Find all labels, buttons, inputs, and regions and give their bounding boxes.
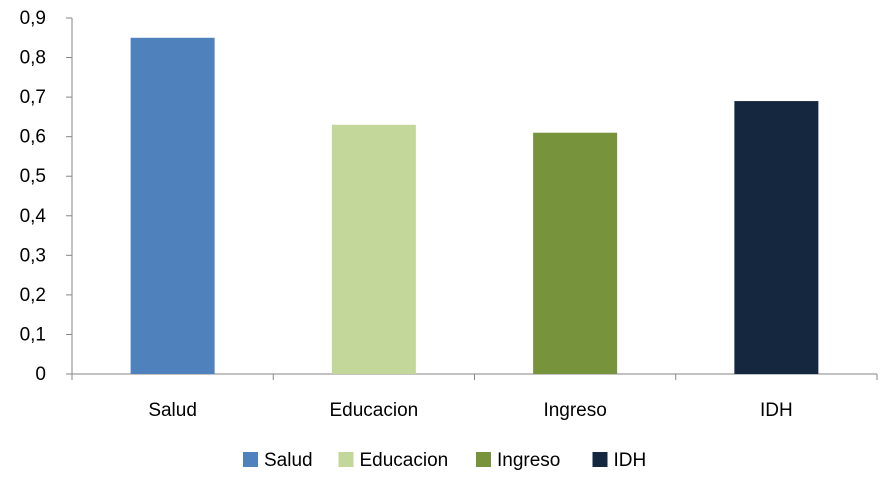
legend-swatch-idh [592, 452, 608, 467]
bar-salud [130, 37, 215, 375]
chart-bars [130, 37, 819, 375]
x-category-label: Educacion [330, 400, 419, 421]
y-tick-label: 0,5 [20, 166, 46, 187]
legend-label: Salud [264, 450, 313, 471]
chart-legend: Salud Educacion Ingreso IDH [243, 450, 646, 471]
y-tick-label: 0 [35, 364, 46, 385]
bar-idh [734, 101, 819, 375]
x-category-label: IDH [760, 400, 793, 421]
y-tick-label: 0,1 [20, 324, 46, 345]
legend-label: Ingreso [497, 450, 560, 471]
x-category-label: Salud [148, 400, 197, 421]
y-tick-label: 0,2 [20, 285, 46, 306]
bar-ingreso [533, 132, 618, 374]
bar-educacion [331, 124, 416, 374]
legend-swatch-ingreso [476, 452, 491, 467]
y-tick-label: 0,8 [20, 48, 46, 69]
x-axis-ticks: Salud Educacion Ingreso IDH [71, 374, 878, 421]
y-tick-label: 0,3 [20, 245, 46, 266]
legend-swatch-salud [243, 452, 258, 467]
x-category-label: Ingreso [543, 400, 606, 421]
legend-label: IDH [614, 450, 647, 471]
y-axis-ticks: 0 0,1 0,2 0,3 0,4 0,5 0,6 0,7 0,8 0,9 [20, 8, 72, 385]
legend-label: Educacion [360, 450, 449, 471]
y-tick-label: 0,9 [20, 8, 46, 29]
y-tick-label: 0,6 [20, 127, 46, 148]
y-tick-label: 0,4 [20, 206, 47, 227]
legend-swatch-educacion [338, 452, 354, 467]
y-tick-label: 0,7 [20, 87, 46, 108]
